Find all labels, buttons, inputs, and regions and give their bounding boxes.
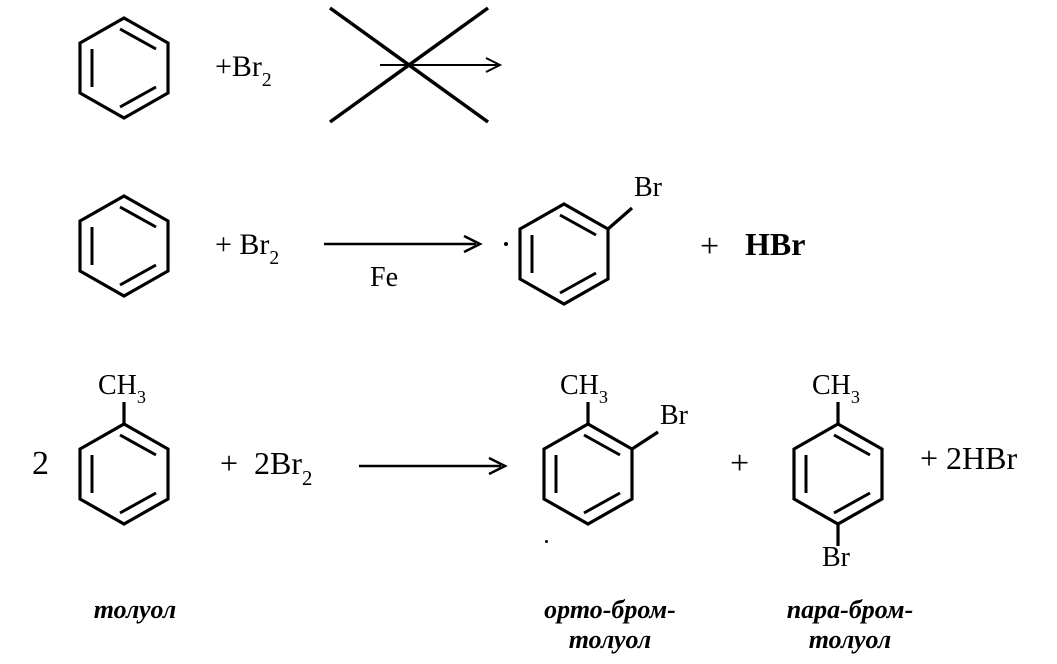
ortho-br: Br: [660, 400, 688, 432]
label-para: пара-бром-толуол: [760, 595, 940, 655]
toluene: [68, 388, 188, 538]
reagent-r3: + 2Br2: [220, 445, 312, 487]
reagent-r2-sub: 2: [269, 248, 279, 269]
coeff-2: 2: [32, 445, 49, 483]
arrow-r3: [355, 454, 515, 484]
bromobenzene: [510, 178, 650, 312]
label-ortho: орто-бром-толуол: [520, 595, 700, 655]
reagent-r2-text: + Br: [215, 228, 269, 261]
reagent-r1-text: +Br: [215, 50, 262, 83]
para-bromotoluene: [782, 388, 902, 568]
benzene-ring-r1: [70, 12, 178, 124]
no-reaction-arrow: [320, 0, 510, 130]
toluene-ch3: CH3: [98, 370, 146, 406]
benzene-ring-r2: [70, 190, 178, 302]
reaction-scheme: +Br2 + Br2 Fe: [0, 0, 1057, 664]
dot-r3: [545, 540, 548, 543]
product-hbr-r2: HBr: [745, 226, 805, 263]
label-toluene: толуол: [60, 595, 210, 625]
arrow-fe: [320, 230, 490, 290]
bromobenzene-br: Br: [634, 172, 662, 204]
reagent-r1-sub: 2: [262, 70, 272, 91]
plus-r2: +: [700, 228, 719, 266]
plus-r3a: +: [730, 445, 749, 483]
ortho-ch3: CH3: [560, 370, 608, 406]
reagent-r1: +Br2: [215, 50, 272, 89]
dot-r2: [504, 242, 508, 246]
para-br: Br: [822, 542, 850, 574]
catalyst-fe: Fe: [370, 262, 398, 294]
para-ch3: CH3: [812, 370, 860, 406]
plus-r3b: + 2HBr: [920, 440, 1017, 477]
reagent-r2: + Br2: [215, 228, 279, 267]
ortho-bromotoluene: [532, 388, 672, 538]
